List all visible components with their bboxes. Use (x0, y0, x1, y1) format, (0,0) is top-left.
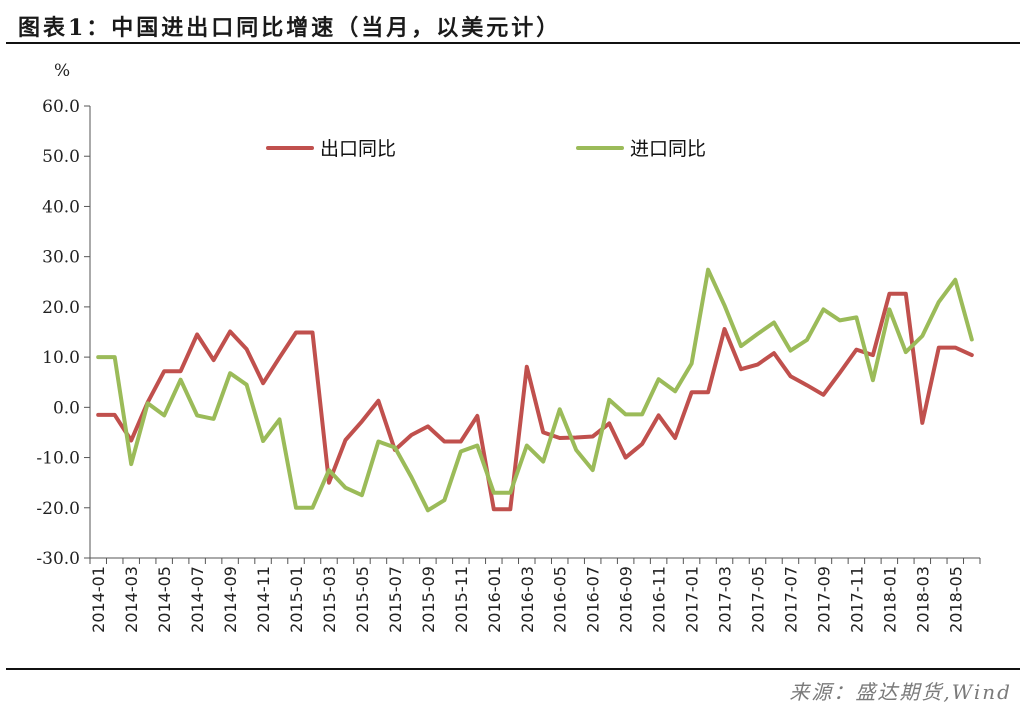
x-tick-label: 2016-03 (518, 566, 537, 633)
chart-title: 图表1：中国进出口同比增速（当月，以美元计） (18, 15, 562, 41)
x-tick-label: 2015-03 (320, 566, 339, 633)
x-tick-label: 2014-09 (221, 566, 240, 633)
bottom-rule (6, 668, 1020, 670)
x-tick-label: 2014-03 (122, 566, 141, 633)
y-tick-label: 50.0 (42, 147, 80, 167)
y-tick-label: 0.0 (53, 398, 80, 418)
x-tick-label: 2015-07 (386, 566, 405, 633)
y-tick-label: 30.0 (42, 248, 80, 268)
x-tick-label: 2018-01 (880, 566, 899, 633)
y-tick-label: -20.0 (36, 499, 80, 519)
x-tick-label: 2014-07 (188, 566, 207, 633)
y-tick-label: 20.0 (42, 298, 80, 318)
export-yoy-line (96, 291, 974, 512)
y-tick-label: -10.0 (36, 449, 80, 469)
y-tick-label: 60.0 (42, 97, 80, 117)
x-tick-label: 2017-01 (683, 566, 702, 633)
y-tick-label: -30.0 (36, 549, 80, 569)
x-tick-label: 2014-01 (89, 566, 108, 633)
x-tick-label: 2015-11 (452, 566, 471, 633)
x-tick-label: 2016-11 (650, 566, 669, 633)
source-note: 来源：盛达期货,Wind (789, 680, 1012, 704)
legend-label: 出口同比 (320, 138, 396, 160)
x-tick-label: 2018-05 (946, 566, 965, 633)
x-tick-label: 2016-09 (617, 566, 636, 633)
x-tick-label: 2014-11 (254, 566, 273, 633)
x-tick-label: 2018-03 (913, 566, 932, 633)
x-tick-label: 2016-05 (551, 566, 570, 633)
x-tick-label: 2017-11 (847, 566, 866, 633)
y-tick-label: 10.0 (42, 348, 80, 368)
legend-label: 进口同比 (630, 138, 706, 160)
x-tick-label: 2017-03 (716, 566, 735, 633)
top-rule (6, 42, 1020, 44)
x-tick-label: 2017-05 (749, 566, 768, 633)
x-tick-label: 2016-07 (584, 566, 603, 633)
y-tick-label: 40.0 (42, 197, 80, 217)
x-tick-label: 2017-07 (781, 566, 800, 633)
x-tick-label: 2017-09 (814, 566, 833, 633)
y-unit-label: % (54, 61, 70, 81)
x-tick-label: 2015-01 (287, 566, 306, 633)
import-yoy-line (96, 267, 974, 513)
x-tick-label: 2016-01 (485, 566, 504, 633)
x-tick-label: 2015-05 (353, 566, 372, 633)
x-tick-label: 2014-05 (155, 566, 174, 633)
x-tick-label: 2015-09 (419, 566, 438, 633)
